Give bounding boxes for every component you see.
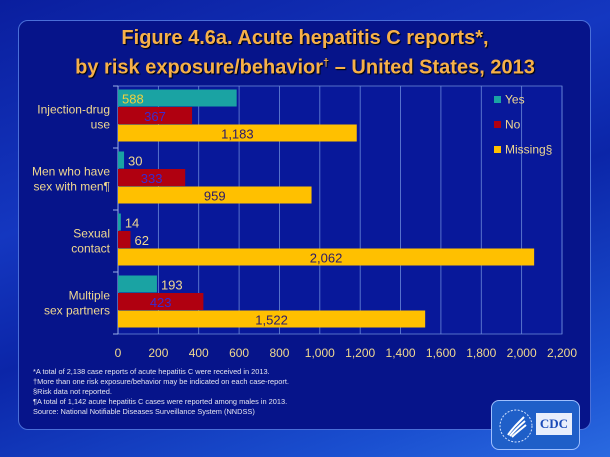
footnote-source: Source: National Notifiable Diseases Sur… [33,407,255,416]
x-tick-label: 1,400 [386,346,416,360]
cdc-text: CDC [536,413,572,435]
category-label: contact [71,242,110,256]
hhs-eagle-icon [499,409,533,443]
category-label: sex partners [44,304,110,318]
x-tick-label: 400 [189,346,209,360]
x-tick-label: 600 [229,346,249,360]
data-label: 333 [141,171,163,186]
category-label: Injection-drug [37,103,110,117]
data-label: 14 [125,215,139,230]
bar-missing [118,124,357,142]
bar-missing [118,248,535,266]
data-label: 62 [135,233,149,248]
legend-label: No [505,118,521,132]
bar-no [118,293,204,310]
title-dagger: † [323,57,330,69]
data-label: 30 [128,153,142,168]
x-tick-label: 800 [269,346,289,360]
data-label: 367 [144,109,166,124]
legend-label: Yes [505,93,525,107]
category-label: Multiple [69,289,111,303]
category-label: Men who have [32,165,110,179]
data-label: 1,183 [221,126,254,141]
x-tick-label: 1,600 [426,346,456,360]
title-line-2-main: by risk exposure/behavior [75,56,324,79]
bar-yes [118,151,125,169]
category-label: Sexual [73,227,110,241]
bar-missing [118,186,312,204]
chart-title: Figure 4.6a. Acute hepatitis C reports*,… [0,26,610,81]
category-label: sex with men¶ [34,180,110,194]
footnote-males: ¶A total of 1,142 acute hepatitis C case… [33,397,288,406]
data-label: 959 [204,188,226,203]
cdc-logo: CDC [491,400,580,450]
x-tick-label: 2,000 [507,346,537,360]
footnote-missing: §Risk data not reported. [33,387,112,396]
bar-no [118,107,193,124]
x-tick-label: 2,200 [547,346,577,360]
bar-yes [118,213,121,231]
footnotes: *A total of 2,138 case reports of acute … [33,367,289,417]
x-tick-label: 1,200 [345,346,375,360]
footnote-total-reports: *A total of 2,138 case reports of acute … [33,367,270,376]
bar-yes [118,89,237,107]
x-tick-label: 200 [148,346,168,360]
data-label: 193 [161,277,183,292]
data-label: 1,522 [255,312,288,327]
legend-label: Missing§ [505,143,552,157]
data-label: 423 [150,295,172,310]
x-tick-label: 0 [115,346,122,360]
x-tick-label: 1,800 [466,346,496,360]
title-line-2-end: – United States, 2013 [329,56,535,79]
legend-swatch [494,96,501,103]
title-line-1: Figure 4.6a. Acute hepatitis C reports*, [121,27,489,49]
legend-swatch [494,121,501,128]
legend-swatch [494,146,501,153]
footnote-multiple-risks: †More than one risk exposure/behavior ma… [33,377,289,386]
data-label: 588 [122,91,144,106]
bar-no [118,169,186,186]
bar-missing [118,310,426,328]
bar-yes [118,275,157,293]
category-label: use [91,118,111,132]
bar-no [118,231,131,248]
data-label: 2,062 [310,250,343,265]
x-tick-label: 1,000 [305,346,335,360]
title-line-2: by risk exposure/behavior† – United Stat… [0,51,610,81]
